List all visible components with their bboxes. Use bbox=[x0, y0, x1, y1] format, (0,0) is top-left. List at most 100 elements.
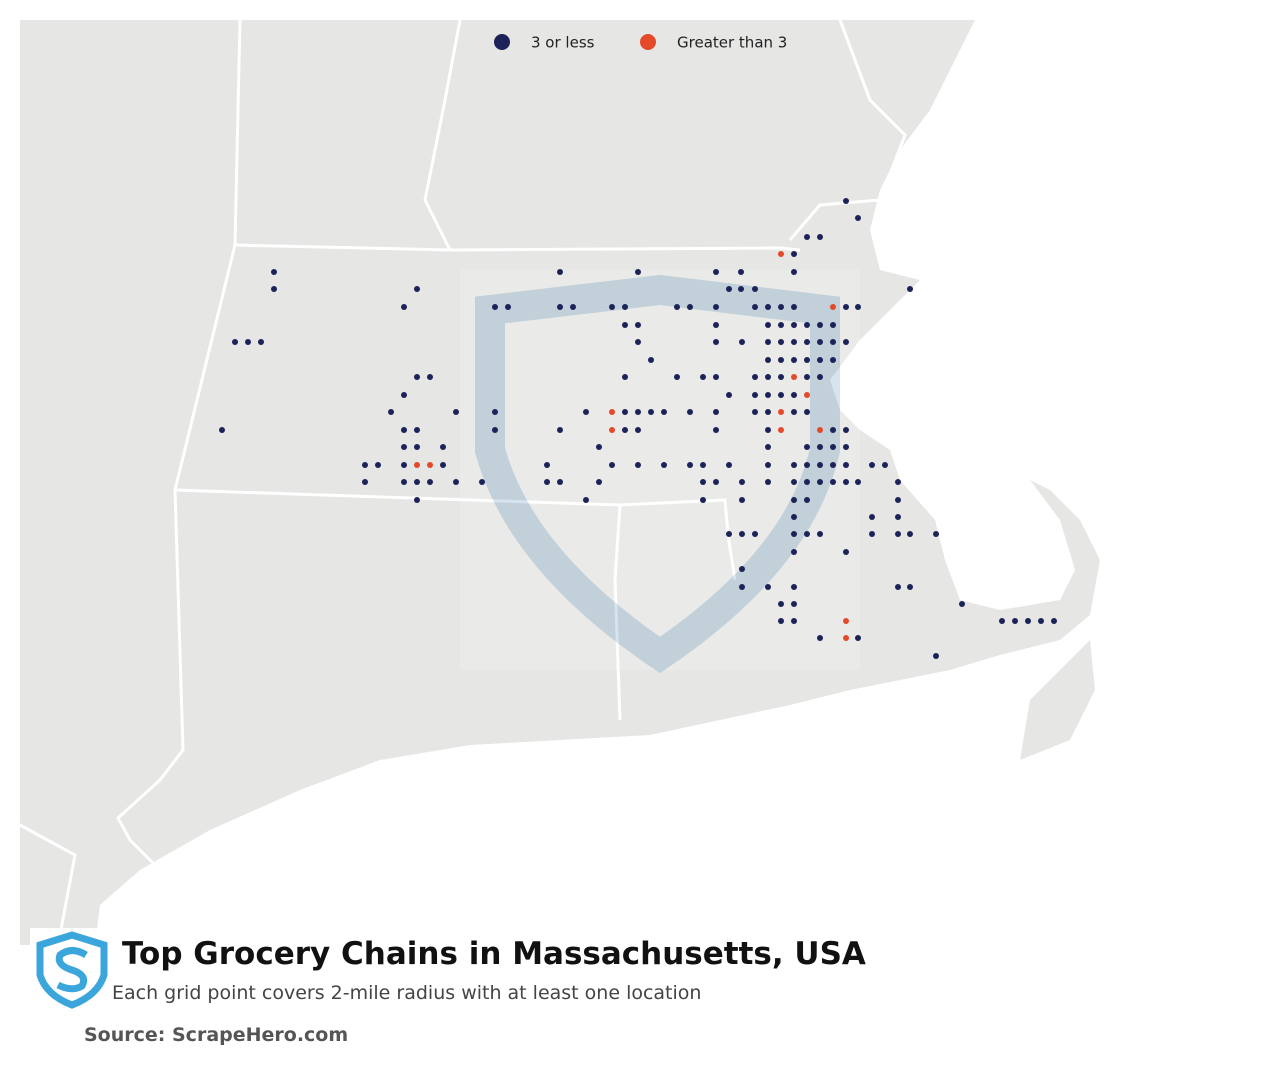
location-dot bbox=[804, 479, 810, 485]
location-dot bbox=[401, 392, 407, 398]
location-dot bbox=[843, 444, 849, 450]
location-dot bbox=[739, 339, 745, 345]
location-dot bbox=[830, 322, 836, 328]
location-dot bbox=[427, 462, 433, 468]
location-dot bbox=[557, 304, 563, 310]
location-dot bbox=[622, 322, 628, 328]
location-dot bbox=[713, 304, 719, 310]
location-dot bbox=[713, 409, 719, 415]
location-dot bbox=[739, 531, 745, 537]
location-dot bbox=[492, 304, 498, 310]
location-dot bbox=[765, 427, 771, 433]
location-dot bbox=[791, 462, 797, 468]
location-dot bbox=[414, 427, 420, 433]
location-dot bbox=[1038, 618, 1044, 624]
location-dot bbox=[557, 479, 563, 485]
location-dot bbox=[804, 497, 810, 503]
location-dot bbox=[1025, 618, 1031, 624]
location-dot bbox=[855, 215, 861, 221]
location-dot bbox=[635, 462, 641, 468]
location-dot bbox=[739, 479, 745, 485]
location-dot bbox=[752, 304, 758, 310]
location-dot bbox=[726, 531, 732, 537]
location-dot bbox=[557, 427, 563, 433]
location-dot bbox=[479, 479, 485, 485]
location-dot bbox=[596, 479, 602, 485]
location-dot bbox=[778, 374, 784, 380]
location-dot bbox=[791, 479, 797, 485]
location-dot bbox=[895, 514, 901, 520]
location-dot bbox=[778, 618, 784, 624]
location-dot bbox=[752, 286, 758, 292]
location-dot bbox=[855, 304, 861, 310]
location-dot bbox=[817, 357, 823, 363]
logo bbox=[30, 928, 110, 1010]
location-dot bbox=[661, 462, 667, 468]
location-dot bbox=[869, 531, 875, 537]
location-dot bbox=[583, 409, 589, 415]
location-dot bbox=[804, 357, 810, 363]
location-dot bbox=[700, 479, 706, 485]
legend-swatch bbox=[494, 34, 510, 50]
location-dot bbox=[609, 427, 615, 433]
location-dot bbox=[830, 479, 836, 485]
state-borders bbox=[19, 19, 907, 936]
location-dot bbox=[895, 584, 901, 590]
location-dot bbox=[843, 427, 849, 433]
location-dot bbox=[843, 635, 849, 641]
location-dot bbox=[505, 304, 511, 310]
location-dot bbox=[713, 322, 719, 328]
location-dot bbox=[843, 339, 849, 345]
location-dot bbox=[570, 304, 576, 310]
location-dot bbox=[765, 409, 771, 415]
location-dot bbox=[804, 392, 810, 398]
location-dot bbox=[661, 409, 667, 415]
location-dot bbox=[414, 479, 420, 485]
location-dot bbox=[791, 514, 797, 520]
location-dot bbox=[791, 322, 797, 328]
location-dot bbox=[817, 635, 823, 641]
location-dot bbox=[687, 304, 693, 310]
location-dot bbox=[830, 357, 836, 363]
title: Top Grocery Chains in Massachusetts, USA bbox=[122, 936, 866, 972]
location-dot bbox=[804, 462, 810, 468]
location-dot bbox=[752, 531, 758, 537]
location-dot bbox=[752, 392, 758, 398]
location-dot bbox=[414, 462, 420, 468]
location-dot bbox=[778, 339, 784, 345]
location-dot bbox=[843, 618, 849, 624]
location-dot bbox=[817, 462, 823, 468]
location-dot bbox=[362, 462, 368, 468]
location-dot bbox=[453, 479, 459, 485]
location-dot bbox=[830, 339, 836, 345]
location-dot bbox=[778, 304, 784, 310]
location-dot bbox=[830, 462, 836, 468]
location-dot bbox=[765, 357, 771, 363]
location-dot bbox=[791, 618, 797, 624]
location-dot bbox=[271, 269, 277, 275]
location-dot bbox=[401, 304, 407, 310]
location-dot bbox=[804, 322, 810, 328]
location-dot bbox=[713, 427, 719, 433]
location-dot bbox=[817, 322, 823, 328]
location-dot bbox=[440, 462, 446, 468]
location-dot bbox=[738, 269, 744, 275]
location-dot bbox=[453, 409, 459, 415]
ocean bbox=[0, 20, 1280, 1069]
location-dot bbox=[778, 322, 784, 328]
location-dot bbox=[674, 374, 680, 380]
location-dot bbox=[622, 427, 628, 433]
location-dot bbox=[817, 427, 823, 433]
location-dot bbox=[700, 374, 706, 380]
location-dot bbox=[817, 531, 823, 537]
location-dot bbox=[830, 427, 836, 433]
location-dot bbox=[791, 601, 797, 607]
location-dot bbox=[414, 286, 420, 292]
location-dot bbox=[739, 497, 745, 503]
location-dot bbox=[726, 392, 732, 398]
location-dot bbox=[817, 234, 823, 240]
location-dot bbox=[765, 462, 771, 468]
location-dot bbox=[778, 601, 784, 607]
location-dot bbox=[778, 357, 784, 363]
